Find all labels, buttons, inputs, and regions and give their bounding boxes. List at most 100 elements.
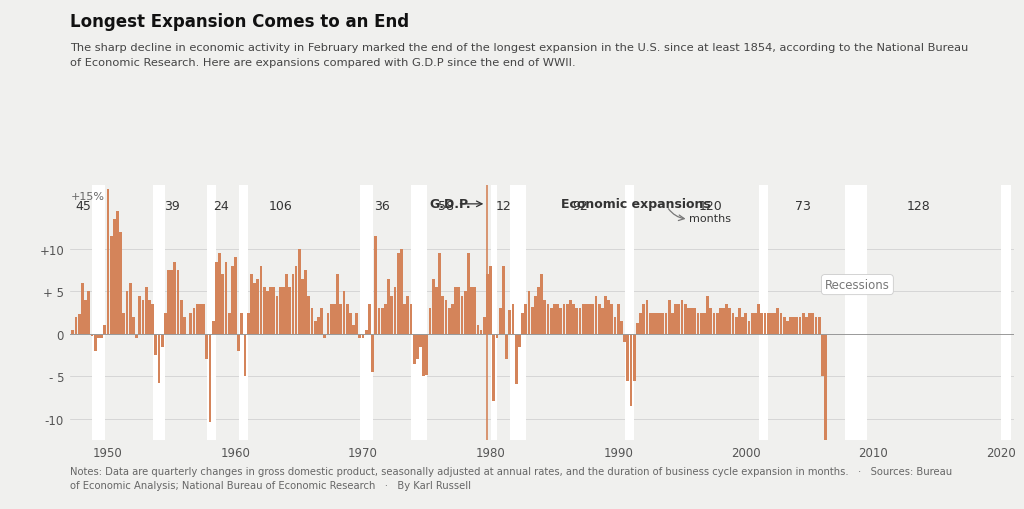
Bar bbox=[645, 300, 648, 334]
Bar bbox=[790, 317, 792, 334]
Bar bbox=[607, 300, 610, 334]
Bar bbox=[461, 296, 463, 334]
Bar bbox=[279, 288, 282, 334]
Bar bbox=[263, 288, 265, 334]
Bar bbox=[155, 334, 157, 355]
Bar bbox=[123, 313, 125, 334]
Bar bbox=[613, 317, 616, 334]
Bar bbox=[616, 304, 620, 334]
Bar bbox=[78, 315, 81, 334]
Bar bbox=[744, 313, 748, 334]
Bar bbox=[732, 313, 734, 334]
Bar bbox=[649, 313, 651, 334]
Bar bbox=[313, 322, 316, 334]
Bar bbox=[735, 317, 737, 334]
Bar bbox=[330, 304, 333, 334]
Bar bbox=[633, 334, 636, 381]
Bar bbox=[403, 304, 406, 334]
Bar bbox=[129, 284, 132, 334]
Bar bbox=[378, 309, 381, 334]
Text: months: months bbox=[689, 213, 731, 223]
Bar bbox=[215, 262, 218, 334]
Bar bbox=[585, 304, 588, 334]
Bar bbox=[152, 304, 154, 334]
Bar bbox=[266, 292, 268, 334]
Text: Economic expansions: Economic expansions bbox=[561, 198, 711, 211]
Bar bbox=[333, 304, 336, 334]
Bar bbox=[368, 304, 371, 334]
Bar bbox=[310, 309, 313, 334]
Bar bbox=[770, 313, 773, 334]
Bar bbox=[693, 309, 696, 334]
Bar bbox=[818, 317, 820, 334]
Text: 58: 58 bbox=[438, 200, 454, 213]
Bar bbox=[90, 334, 93, 337]
Bar bbox=[359, 186, 373, 440]
Bar bbox=[674, 304, 677, 334]
Bar bbox=[773, 313, 776, 334]
Bar bbox=[524, 304, 527, 334]
Bar bbox=[728, 309, 731, 334]
Bar bbox=[116, 211, 119, 334]
Bar bbox=[652, 313, 654, 334]
Bar bbox=[534, 296, 537, 334]
Bar bbox=[530, 307, 534, 334]
Bar bbox=[510, 186, 525, 440]
Bar bbox=[541, 275, 543, 334]
Text: 36: 36 bbox=[375, 200, 390, 213]
Bar bbox=[212, 322, 215, 334]
Bar bbox=[588, 304, 591, 334]
Bar bbox=[199, 304, 202, 334]
Bar bbox=[550, 309, 553, 334]
Bar bbox=[141, 300, 144, 334]
Text: Recessions: Recessions bbox=[825, 278, 890, 292]
Text: +15%: +15% bbox=[71, 192, 104, 202]
Bar bbox=[451, 304, 454, 334]
Bar bbox=[738, 309, 740, 334]
Bar bbox=[821, 334, 823, 377]
Bar bbox=[411, 186, 427, 440]
Bar bbox=[321, 309, 323, 334]
Bar bbox=[444, 300, 447, 334]
Bar bbox=[144, 288, 147, 334]
Bar bbox=[630, 334, 633, 406]
Bar bbox=[375, 237, 377, 334]
Bar bbox=[642, 304, 645, 334]
Bar bbox=[722, 309, 725, 334]
Bar bbox=[119, 233, 122, 334]
Bar bbox=[716, 313, 719, 334]
Bar bbox=[815, 317, 817, 334]
Bar bbox=[170, 271, 173, 334]
Bar bbox=[687, 309, 690, 334]
Bar bbox=[206, 334, 208, 360]
Text: 24: 24 bbox=[214, 200, 229, 213]
Bar bbox=[282, 288, 285, 334]
Bar bbox=[467, 253, 470, 334]
Bar bbox=[253, 284, 256, 334]
Bar bbox=[113, 220, 116, 334]
Bar bbox=[690, 309, 693, 334]
Bar bbox=[671, 313, 674, 334]
Bar bbox=[72, 330, 74, 334]
Bar bbox=[317, 317, 319, 334]
Bar bbox=[610, 304, 613, 334]
Bar bbox=[604, 296, 607, 334]
Bar bbox=[710, 309, 712, 334]
Bar bbox=[238, 334, 240, 351]
Bar bbox=[805, 317, 808, 334]
Bar bbox=[202, 304, 205, 334]
Bar bbox=[239, 186, 248, 440]
Bar bbox=[624, 334, 626, 343]
Bar bbox=[499, 309, 502, 334]
Bar bbox=[824, 334, 827, 509]
Bar bbox=[470, 288, 473, 334]
Bar bbox=[684, 304, 687, 334]
Bar bbox=[269, 288, 272, 334]
Bar bbox=[324, 334, 327, 338]
Bar bbox=[799, 317, 802, 334]
Bar bbox=[1001, 186, 1011, 440]
Bar bbox=[132, 317, 135, 334]
Bar bbox=[518, 334, 521, 347]
Bar bbox=[153, 186, 165, 440]
Bar bbox=[425, 334, 428, 375]
